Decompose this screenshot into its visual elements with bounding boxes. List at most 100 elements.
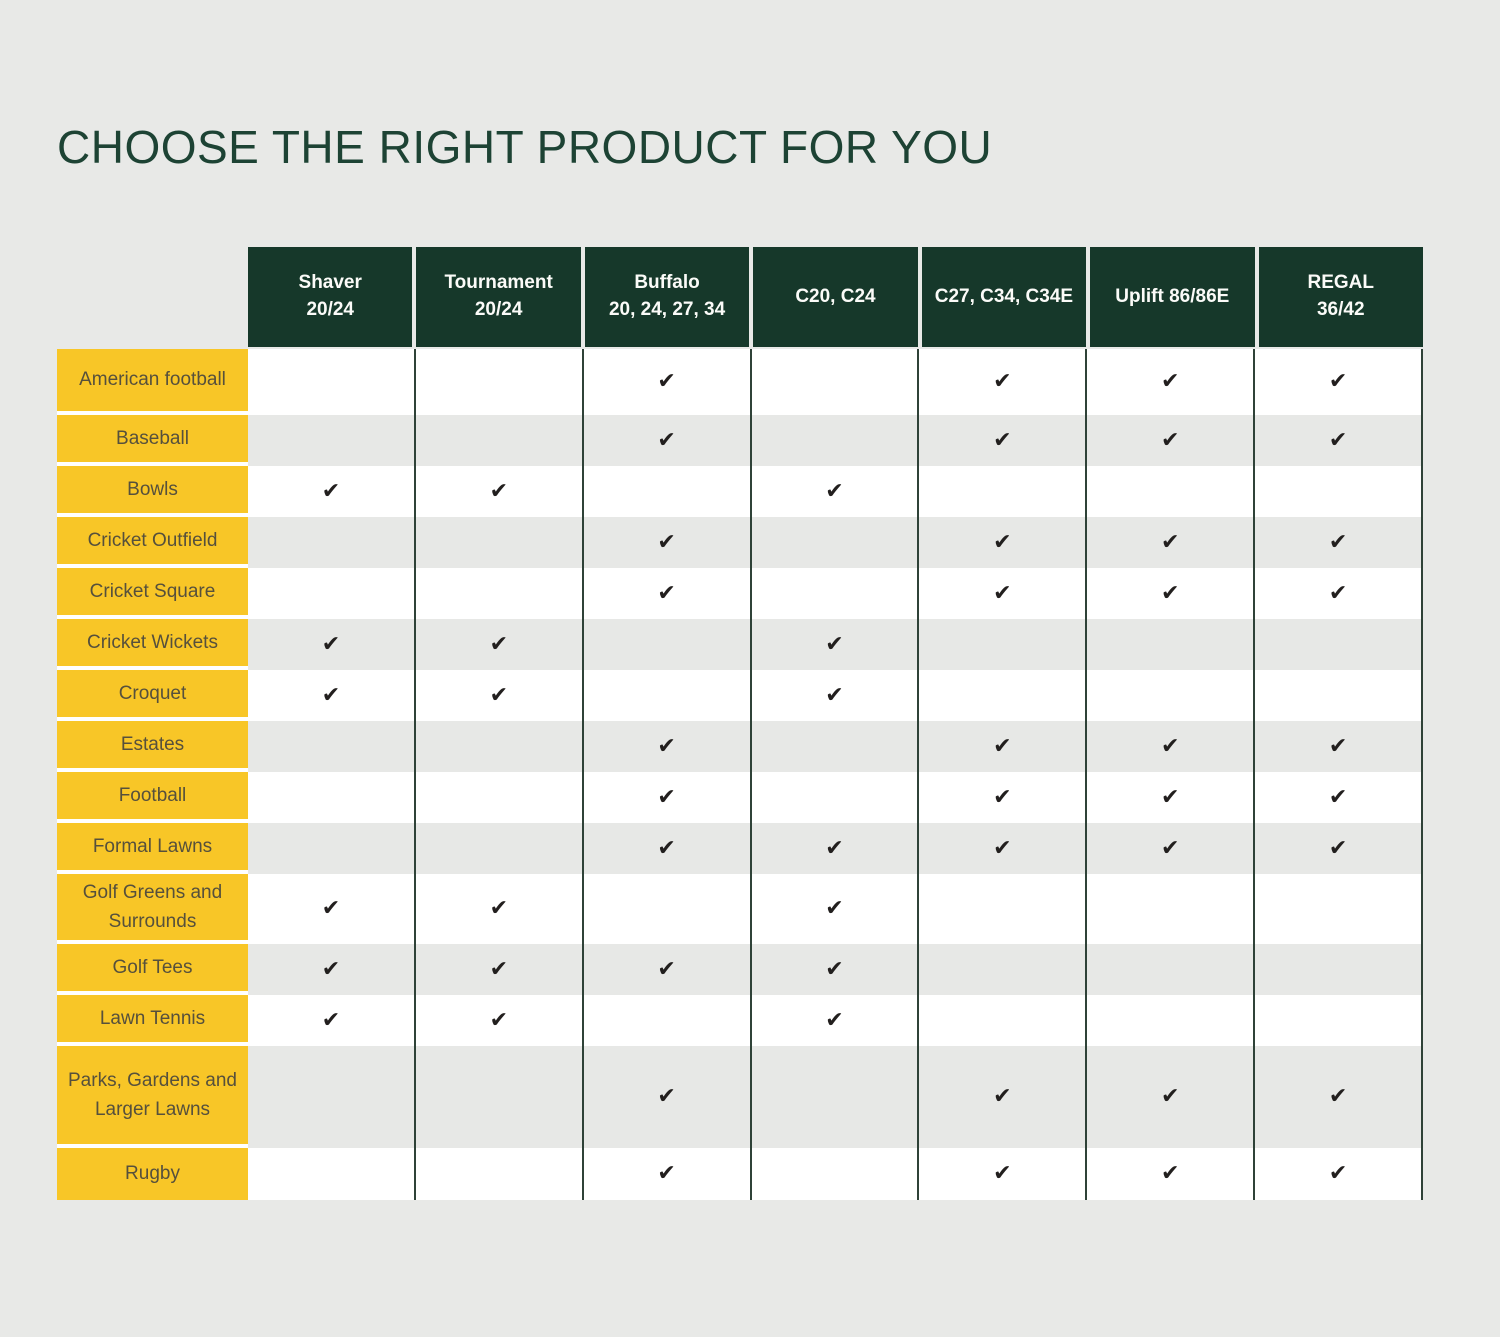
check-icon: ✔ (1328, 835, 1348, 861)
check-icon: ✔ (321, 956, 341, 982)
check-cell: ✔ (919, 1046, 1088, 1148)
check-cell: ✔ (583, 944, 752, 995)
column-header-5: C27, C34, C34E (921, 247, 1091, 347)
check-icon: ✔ (1328, 529, 1348, 555)
empty-cell (751, 772, 920, 823)
check-icon: ✔ (825, 682, 844, 708)
check-icon: ✔ (993, 835, 1012, 861)
check-cell: ✔ (919, 349, 1088, 415)
table-row: Baseball ✔ ✔ ✔ ✔ (57, 415, 1424, 466)
row-label: Cricket Square (57, 568, 248, 619)
empty-cell (415, 517, 584, 568)
empty-cell (248, 772, 416, 823)
column-header-2: Tournament 20/24 (416, 247, 585, 347)
empty-cell (751, 721, 920, 772)
empty-cell (751, 349, 920, 415)
column-header-line: C27, C34, C34E (934, 285, 1074, 307)
column-header-line: Buffalo (634, 272, 700, 294)
table-header-row: Shaver 20/24 Tournament 20/24 Buffalo 20, 24,… (248, 247, 1423, 347)
table-row: Cricket Square ✔ ✔ ✔ ✔ (57, 568, 1424, 619)
empty-cell (583, 995, 752, 1046)
check-icon: ✔ (1161, 733, 1180, 759)
row-cells: ✔ ✔ ✔ (248, 619, 1424, 670)
row-label: Golf Tees (57, 944, 248, 995)
check-icon: ✔ (657, 784, 676, 810)
empty-cell (1255, 619, 1424, 670)
check-icon: ✔ (657, 369, 676, 394)
empty-cell (751, 568, 920, 619)
check-icon: ✔ (1161, 835, 1180, 861)
column-header-line: 20, 24, 27, 34 (608, 299, 726, 320)
check-cell: ✔ (248, 466, 416, 517)
empty-cell (415, 568, 584, 619)
empty-cell (1087, 466, 1256, 517)
row-label: Cricket Wickets (57, 619, 248, 670)
check-icon: ✔ (993, 529, 1012, 555)
empty-cell (1255, 874, 1424, 944)
check-icon: ✔ (993, 427, 1012, 453)
table-row: Football ✔ ✔ ✔ ✔ (57, 772, 1424, 823)
check-cell: ✔ (583, 1148, 752, 1200)
check-cell: ✔ (583, 823, 752, 874)
table-row: Cricket Wickets ✔ ✔ ✔ (57, 619, 1424, 670)
row-cells: ✔ ✔ ✔ ✔ (248, 349, 1424, 415)
empty-cell (919, 995, 1088, 1046)
check-cell: ✔ (583, 1046, 752, 1148)
check-icon: ✔ (1161, 369, 1180, 394)
table-row: Golf Tees ✔ ✔ ✔ ✔ (57, 944, 1424, 995)
table-row: Cricket Outfield ✔ ✔ ✔ ✔ (57, 517, 1424, 568)
check-icon: ✔ (657, 835, 676, 861)
check-cell: ✔ (248, 995, 416, 1046)
row-cells: ✔ ✔ ✔ ✔ (248, 415, 1424, 466)
empty-cell (248, 721, 416, 772)
table-row: Parks, Gardens and Larger Lawns ✔ ✔ ✔ ✔ (57, 1046, 1424, 1148)
check-icon: ✔ (657, 1084, 676, 1109)
check-cell: ✔ (1087, 1148, 1256, 1200)
empty-cell (919, 466, 1088, 517)
check-icon: ✔ (1328, 369, 1348, 394)
check-cell: ✔ (415, 874, 584, 944)
column-header-1: Shaver 20/24 (248, 247, 417, 347)
check-icon: ✔ (1161, 1084, 1180, 1109)
table-row: Golf Greens and Surrounds ✔ ✔ ✔ (57, 874, 1424, 944)
check-cell: ✔ (583, 349, 752, 415)
column-header-6: Uplift 86/86E (1090, 247, 1259, 347)
check-icon: ✔ (1161, 427, 1180, 453)
empty-cell (919, 944, 1088, 995)
empty-cell (583, 466, 752, 517)
column-header-line: C20, C24 (795, 285, 876, 307)
row-label: Baseball (57, 415, 248, 466)
check-icon: ✔ (657, 733, 676, 759)
check-cell: ✔ (751, 823, 920, 874)
empty-cell (1087, 670, 1256, 721)
empty-cell (583, 670, 752, 721)
check-icon: ✔ (825, 835, 844, 861)
check-cell: ✔ (1087, 349, 1256, 415)
check-cell: ✔ (415, 670, 584, 721)
page-title: CHOOSE THE RIGHT PRODUCT FOR YOU (57, 121, 993, 173)
check-icon: ✔ (489, 478, 508, 504)
check-icon: ✔ (1328, 1084, 1348, 1109)
row-label: Cricket Outfield (57, 517, 248, 568)
row-cells: ✔ ✔ ✔ (248, 874, 1424, 944)
check-cell: ✔ (415, 466, 584, 517)
row-label: Estates (57, 721, 248, 772)
empty-cell (415, 349, 584, 415)
check-cell: ✔ (1255, 349, 1424, 415)
empty-cell (1087, 944, 1256, 995)
empty-cell (248, 1148, 416, 1200)
row-cells: ✔ ✔ ✔ ✔ (248, 1046, 1424, 1148)
check-icon: ✔ (993, 1084, 1012, 1109)
check-cell: ✔ (1087, 721, 1256, 772)
check-icon: ✔ (1328, 427, 1348, 453)
column-header-line: Shaver (298, 272, 362, 294)
empty-cell (415, 415, 584, 466)
table-row: Rugby ✔ ✔ ✔ ✔ (57, 1148, 1424, 1200)
check-icon: ✔ (825, 478, 844, 504)
empty-cell (1255, 670, 1424, 721)
row-cells: ✔ ✔ ✔ ✔ ✔ (248, 823, 1424, 874)
check-icon: ✔ (657, 1161, 676, 1186)
empty-cell (415, 721, 584, 772)
check-icon: ✔ (321, 682, 341, 708)
row-label: Lawn Tennis (57, 995, 248, 1046)
